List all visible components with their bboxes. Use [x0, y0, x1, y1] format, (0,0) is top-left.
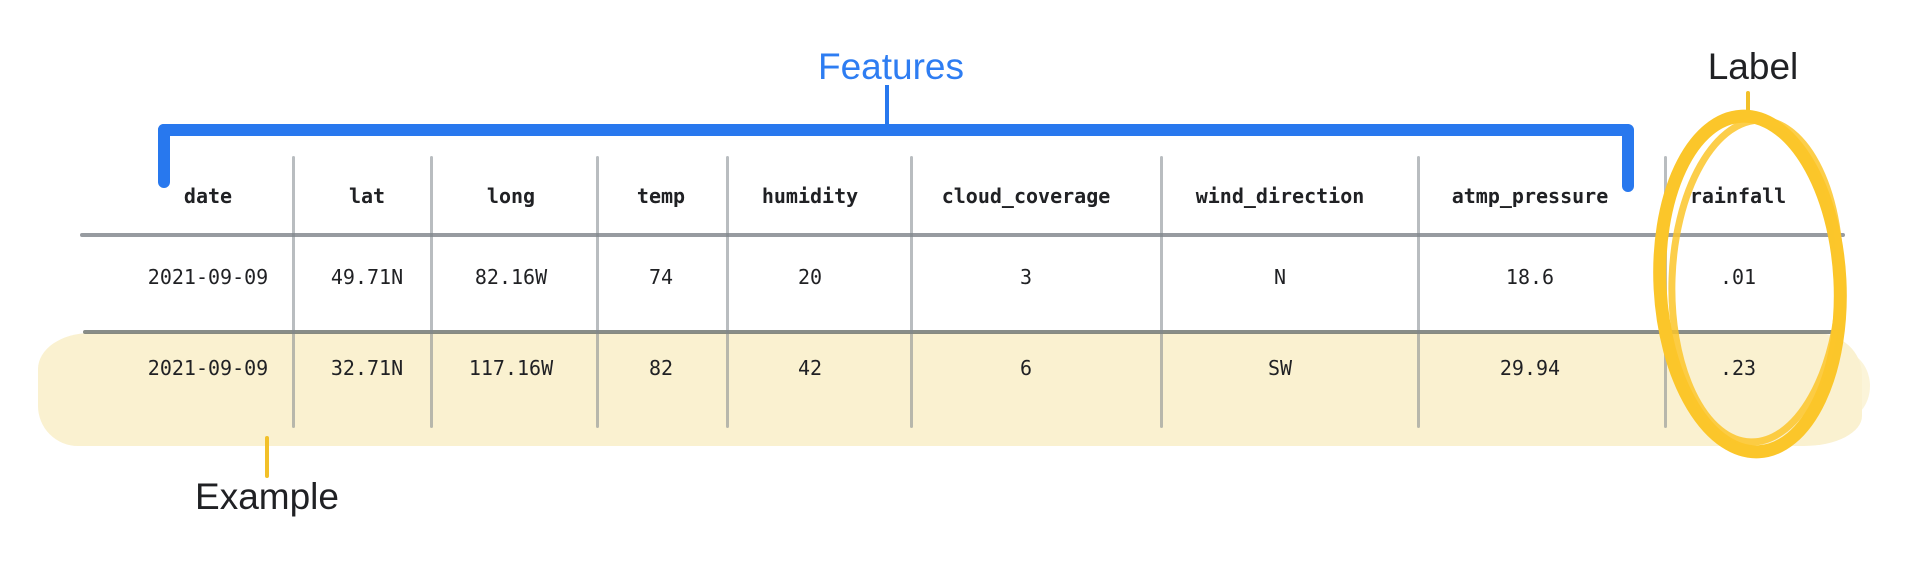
column-cloud-coverage: cloud_coverage 3 6 — [926, 0, 1126, 576]
column-separator — [910, 156, 913, 428]
example-row-highlight — [38, 333, 1870, 446]
cell-long-row2: 117.16W — [468, 356, 554, 380]
cell-humidity-row2: 42 — [797, 356, 823, 380]
row-divider-line — [83, 330, 1840, 334]
column-date: date 2021-09-09 2021-09-09 — [108, 0, 308, 576]
cell-lat-row1: 49.71N — [330, 265, 404, 289]
cell-rainfall-row1: .01 — [1719, 265, 1757, 289]
column-separator — [1160, 156, 1163, 428]
column-header-lat: lat — [348, 184, 386, 208]
column-header-atmp-pressure: atmp_pressure — [1451, 184, 1609, 208]
cell-wind-direction-row1: N — [1273, 265, 1287, 289]
column-long: long 82.16W 117.16W — [411, 0, 611, 576]
cell-cloud-coverage-row2: 6 — [1019, 356, 1033, 380]
cell-temp-row1: 74 — [648, 265, 674, 289]
cell-lat-row2: 32.71N — [330, 356, 404, 380]
column-separator — [596, 156, 599, 428]
cell-long-row1: 82.16W — [474, 265, 548, 289]
features-connector-line — [885, 85, 889, 126]
column-header-rainfall: rainfall — [1689, 184, 1787, 208]
column-header-cloud-coverage: cloud_coverage — [941, 184, 1111, 208]
label-connector-line — [1746, 91, 1750, 114]
cell-date-row1: 2021-09-09 — [147, 265, 269, 289]
column-header-wind-direction: wind_direction — [1195, 184, 1365, 208]
column-atmp-pressure: atmp_pressure 18.6 29.94 — [1430, 0, 1630, 576]
column-lat: lat 49.71N 32.71N — [267, 0, 467, 576]
column-humidity: humidity 20 42 — [710, 0, 910, 576]
cell-wind-direction-row2: SW — [1267, 356, 1293, 380]
cell-date-row2: 2021-09-09 — [147, 356, 269, 380]
column-wind-direction: wind_direction N SW — [1180, 0, 1380, 576]
column-temp: temp 74 82 — [561, 0, 761, 576]
features-bracket-bar — [158, 124, 1634, 136]
header-divider-line — [80, 233, 1845, 237]
cell-rainfall-row2: .23 — [1719, 356, 1757, 380]
column-header-humidity: humidity — [761, 184, 859, 208]
column-header-temp: temp — [636, 184, 686, 208]
column-header-date: date — [183, 184, 233, 208]
column-separator — [726, 156, 729, 428]
cell-atmp-pressure-row1: 18.6 — [1505, 265, 1555, 289]
column-separator — [430, 156, 433, 428]
cell-atmp-pressure-row2: 29.94 — [1499, 356, 1561, 380]
cell-humidity-row1: 20 — [797, 265, 823, 289]
column-separator — [292, 156, 295, 428]
label-annotation: Label — [1707, 46, 1799, 87]
cell-temp-row2: 82 — [648, 356, 674, 380]
cell-cloud-coverage-row1: 3 — [1019, 265, 1033, 289]
example-annotation: Example — [195, 476, 339, 517]
column-separator — [1417, 156, 1420, 428]
features-annotation: Features — [817, 46, 964, 87]
example-pointer-line — [265, 436, 269, 478]
features-bracket-left-leg — [158, 124, 170, 188]
features-bracket-right-leg — [1622, 124, 1634, 192]
column-header-long: long — [486, 184, 536, 208]
